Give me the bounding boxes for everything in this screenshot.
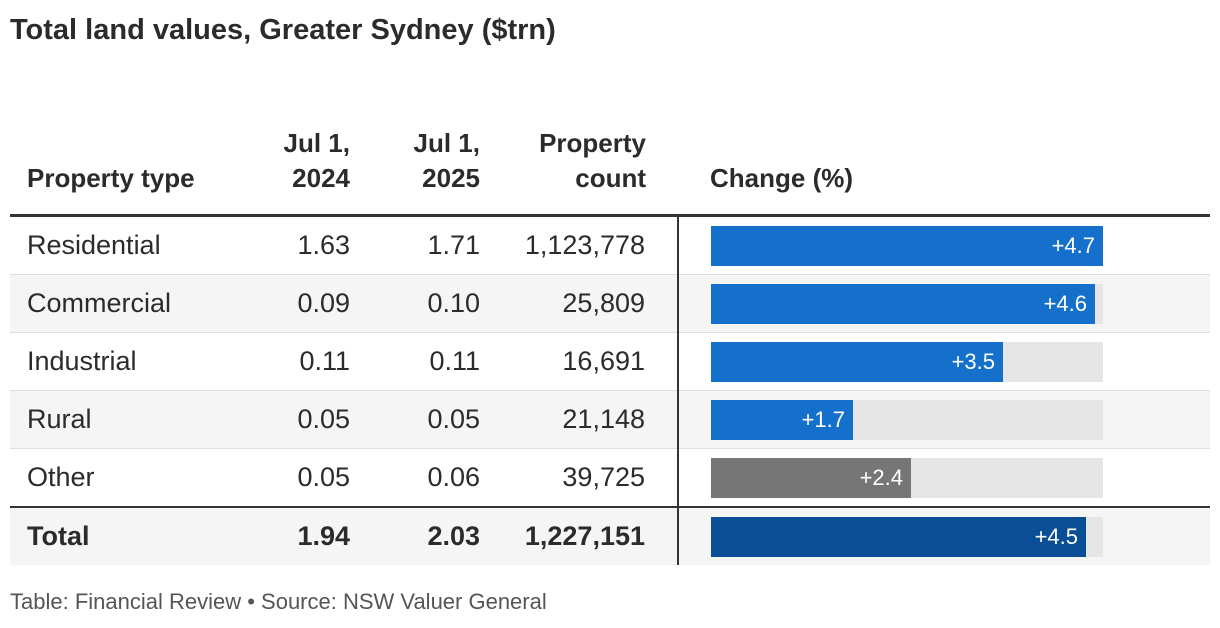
cell-jul-2025: 0.10 bbox=[350, 274, 480, 333]
cell-change: +4.6 bbox=[677, 274, 1210, 333]
change-bar bbox=[711, 457, 911, 498]
change-bar-label: +1.7 bbox=[801, 406, 845, 432]
cell-jul-2024: 0.11 bbox=[230, 332, 350, 391]
cell-property-type: Rural bbox=[10, 390, 230, 449]
cell-property-count: 1,123,778 bbox=[480, 215, 678, 275]
change-bar-track: +3.5 bbox=[711, 341, 1103, 382]
cell-property-type: Commercial bbox=[10, 274, 230, 333]
cell-change: +2.4 bbox=[677, 448, 1210, 508]
cell-property-type: Industrial bbox=[10, 332, 230, 391]
cell-property-type: Other bbox=[10, 448, 230, 508]
cell-jul-2024: 0.05 bbox=[230, 390, 350, 449]
header-change: Change (%) bbox=[678, 104, 1210, 217]
cell-jul-2025: 2.03 bbox=[350, 506, 480, 565]
change-bar-label: +4.6 bbox=[1043, 290, 1087, 316]
cell-jul-2025: 0.11 bbox=[350, 332, 480, 391]
change-bar-track: +4.7 bbox=[711, 225, 1103, 266]
header-jul-2025: Jul 1, 2025 bbox=[350, 104, 480, 217]
cell-jul-2025: 0.05 bbox=[350, 390, 480, 449]
table-row: Commercial 0.09 0.10 25,809 +4.6 bbox=[10, 274, 1210, 333]
header-property-type: Property type bbox=[10, 104, 230, 217]
table-header-row: Property type Jul 1, 2024 Jul 1, 2025 Pr… bbox=[10, 104, 1210, 217]
cell-property-count: 21,148 bbox=[480, 390, 678, 449]
cell-jul-2024: 0.05 bbox=[230, 448, 350, 508]
chart-title: Total land values, Greater Sydney ($trn) bbox=[10, 14, 556, 46]
change-bar bbox=[711, 399, 853, 440]
change-bar-track: +2.4 bbox=[711, 457, 1103, 498]
change-bar bbox=[711, 225, 1103, 266]
cell-property-type: Total bbox=[10, 506, 230, 565]
change-bar-label: +2.4 bbox=[859, 464, 903, 490]
land-values-table: Property type Jul 1, 2024 Jul 1, 2025 Pr… bbox=[10, 104, 1210, 565]
header-jul-2024: Jul 1, 2024 bbox=[230, 104, 350, 217]
cell-jul-2024: 0.09 bbox=[230, 274, 350, 333]
cell-property-count: 39,725 bbox=[480, 448, 678, 508]
cell-change: +4.5 bbox=[677, 506, 1210, 565]
source-footer: Table: Financial Review • Source: NSW Va… bbox=[10, 589, 547, 614]
header-jul-2024-text: Jul 1, 2024 bbox=[283, 128, 350, 193]
cell-change: +4.7 bbox=[677, 215, 1210, 275]
total-row: Total 1.94 2.03 1,227,151 +4.5 bbox=[10, 506, 1210, 565]
change-bar-track: +1.7 bbox=[711, 399, 1103, 440]
cell-property-count: 1,227,151 bbox=[480, 506, 678, 565]
change-bar-label: +4.5 bbox=[1034, 523, 1078, 549]
change-bar bbox=[711, 516, 1086, 557]
cell-jul-2024: 1.63 bbox=[230, 215, 350, 275]
table-row: Industrial 0.11 0.11 16,691 +3.5 bbox=[10, 332, 1210, 391]
cell-change: +3.5 bbox=[677, 332, 1210, 391]
table-row: Other 0.05 0.06 39,725 +2.4 bbox=[10, 448, 1210, 508]
cell-change: +1.7 bbox=[677, 390, 1210, 449]
header-jul-2025-text: Jul 1, 2025 bbox=[413, 128, 480, 193]
table-body: Residential 1.63 1.71 1,123,778 +4.7 Commerci… bbox=[10, 215, 1210, 565]
cell-property-count: 16,691 bbox=[480, 332, 678, 391]
change-bar-track: +4.5 bbox=[711, 516, 1103, 557]
cell-jul-2025: 1.71 bbox=[350, 215, 480, 275]
cell-property-type: Residential bbox=[10, 215, 230, 275]
change-bar bbox=[711, 341, 1003, 382]
table-row: Rural 0.05 0.05 21,148 +1.7 bbox=[10, 390, 1210, 449]
cell-jul-2024: 1.94 bbox=[230, 506, 350, 565]
header-property-count-text: Property count bbox=[539, 128, 646, 193]
cell-property-count: 25,809 bbox=[480, 274, 678, 333]
table-row: Residential 1.63 1.71 1,123,778 +4.7 bbox=[10, 215, 1210, 275]
change-bar-label: +3.5 bbox=[951, 348, 995, 374]
header-property-count: Property count bbox=[480, 104, 678, 217]
change-bar-label: +4.7 bbox=[1051, 232, 1095, 258]
change-bar bbox=[711, 283, 1095, 324]
change-bar-track: +4.6 bbox=[711, 283, 1103, 324]
cell-jul-2025: 0.06 bbox=[350, 448, 480, 508]
